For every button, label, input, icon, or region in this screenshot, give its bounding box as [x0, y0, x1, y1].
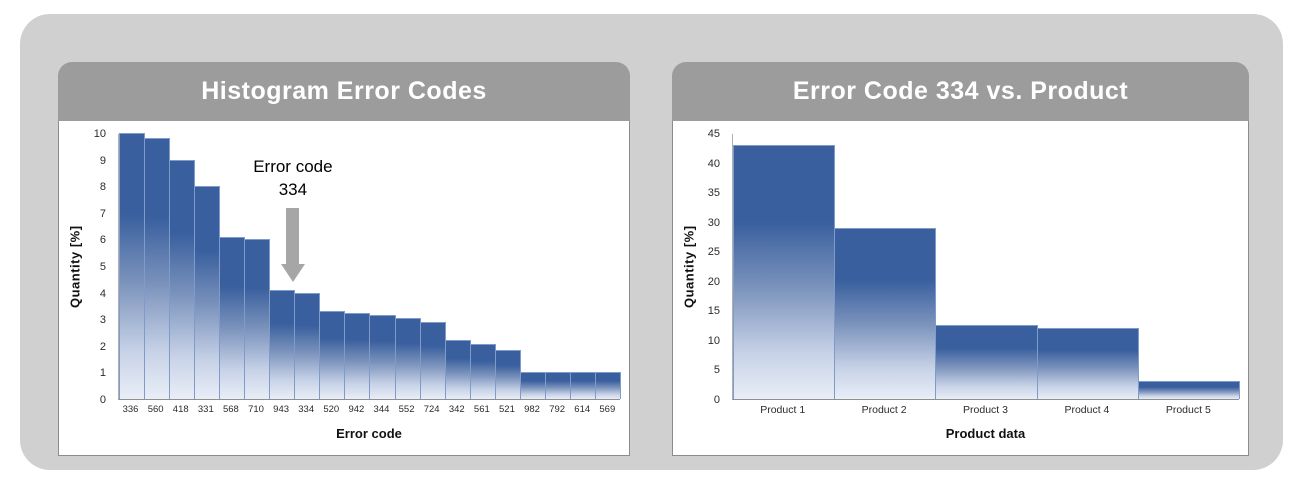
bar-710 [244, 239, 271, 399]
x-axis-ticks: Product 1 Product 2 Product 3 Product 4 Prod… [732, 404, 1239, 416]
down-arrow-icon [223, 208, 363, 282]
x-tick-label: 942 [348, 404, 365, 415]
bar-614 [569, 372, 596, 399]
x-axis-title: Product data [945, 426, 1026, 441]
y-tick-label: 3 [99, 314, 106, 327]
histogram-title-bar: Histogram Error Codes [58, 62, 630, 121]
x-tick-label: 521 [499, 404, 515, 415]
bar-982 [519, 372, 546, 399]
bar-552 [394, 317, 421, 399]
y-tick-label: 30 [707, 216, 720, 229]
bar-Product 3 [935, 325, 1038, 399]
y-tick-label: 10 [707, 334, 720, 347]
x-tick-label: 724 [423, 404, 440, 415]
bar-Product 4 [1036, 328, 1139, 399]
product-chart-title-bar: Error Code 334 vs. Product [672, 62, 1249, 121]
bar-560 [144, 138, 171, 399]
y-tick-label: 8 [99, 181, 106, 194]
bar-series [733, 134, 1241, 399]
bar-520 [319, 311, 346, 399]
y-tick-label: 2 [99, 340, 106, 353]
histogram-chart-area: Quantity [%] 0 1 2 3 4 5 6 7 8 9 10 Error code 334 336… [58, 121, 630, 456]
plot-area [732, 134, 1241, 400]
y-tick-label: 5 [713, 364, 720, 377]
x-tick-label: 552 [398, 404, 415, 415]
bar-334 [294, 292, 321, 399]
y-tick-label: 5 [99, 261, 106, 273]
y-tick-label: 6 [99, 234, 106, 247]
down-arrow-shaft [286, 208, 300, 264]
y-tick-label: 10 [93, 128, 106, 140]
histogram-title: Histogram Error Codes [201, 77, 487, 105]
y-tick-label: 4 [99, 287, 106, 300]
x-tick-label: 336 [122, 404, 139, 415]
x-tick-label: 982 [524, 404, 540, 415]
x-tick-label: 560 [147, 404, 164, 415]
x-tick-label: 568 [222, 404, 239, 415]
annotation-text: Error code [253, 157, 333, 176]
bar-series [119, 133, 621, 399]
y-tick-label: 1 [99, 367, 106, 380]
x-tick-label: 569 [599, 404, 616, 415]
x-tick-label: 614 [574, 404, 591, 415]
bar-792 [544, 372, 571, 399]
bar-942 [344, 312, 371, 399]
x-tick-label: 418 [172, 404, 189, 415]
y-tick-label: 25 [707, 246, 720, 259]
x-axis-title: Error code [336, 426, 402, 441]
bar-943 [269, 289, 296, 399]
x-tick-label: 334 [298, 404, 315, 415]
bar-Product 2 [834, 227, 937, 399]
annotation-text: 334 [278, 180, 308, 199]
x-tick-label: 520 [323, 404, 340, 415]
y-tick-label: 7 [99, 207, 106, 220]
y-axis-ticks: 0 1 2 3 4 5 6 7 8 9 10 [59, 128, 106, 406]
plot-area: Error code 334 [118, 133, 621, 400]
bar-Product 5 [1137, 381, 1241, 399]
y-axis-ticks: 0 5 10 15 20 25 30 35 40 45 [673, 128, 720, 406]
x-tick-label: Product 3 [963, 404, 1008, 416]
bar-342 [444, 340, 471, 399]
error-code-vs-product-card: Error Code 334 vs. Product Quantity [%] 0… [672, 62, 1249, 456]
bar-724 [419, 321, 446, 399]
bar-561 [469, 344, 496, 399]
down-arrow-tip [280, 264, 305, 282]
y-tick-label: 15 [707, 305, 720, 318]
x-tick-label: 943 [273, 404, 290, 415]
bar-331 [194, 186, 221, 399]
x-tick-label: Product 5 [1165, 404, 1211, 416]
bar-568 [219, 236, 246, 399]
x-tick-label: 710 [248, 404, 264, 415]
y-tick-label: 45 [707, 128, 720, 140]
y-tick-label: 0 [713, 394, 720, 406]
x-tick-label: 792 [549, 404, 566, 415]
annotation-error-code-334: Error code 334 [223, 155, 363, 282]
y-tick-label: 20 [707, 275, 720, 288]
bar-Product 1 [733, 144, 836, 399]
bar-418 [169, 159, 196, 399]
bar-569 [594, 372, 621, 399]
x-axis-ticks: 336 560 418 331 568 710 943 334 520 942 344 552 724 3… [118, 404, 620, 415]
bar-344 [369, 315, 396, 399]
x-tick-label: Product 4 [1064, 404, 1110, 416]
x-tick-label: 342 [448, 404, 465, 415]
bar-336 [119, 133, 146, 399]
x-tick-label: 561 [473, 404, 490, 415]
x-tick-label: Product 2 [861, 404, 907, 416]
y-tick-label: 35 [707, 187, 720, 200]
x-tick-label: Product 1 [760, 404, 806, 416]
x-tick-label: 331 [197, 404, 214, 415]
bar-521 [494, 349, 521, 399]
histogram-error-codes-card: Histogram Error Codes Quantity [%] 0 1 2 3 4 5… [58, 62, 630, 456]
product-chart-title: Error Code 334 vs. Product [792, 77, 1129, 105]
y-tick-label: 9 [99, 154, 106, 167]
y-tick-label: 0 [99, 394, 106, 406]
y-tick-label: 40 [707, 157, 720, 170]
x-tick-label: 344 [373, 404, 390, 415]
dashboard-frame: Histogram Error Codes Quantity [%] 0 1 2 3 4 5… [20, 14, 1283, 470]
